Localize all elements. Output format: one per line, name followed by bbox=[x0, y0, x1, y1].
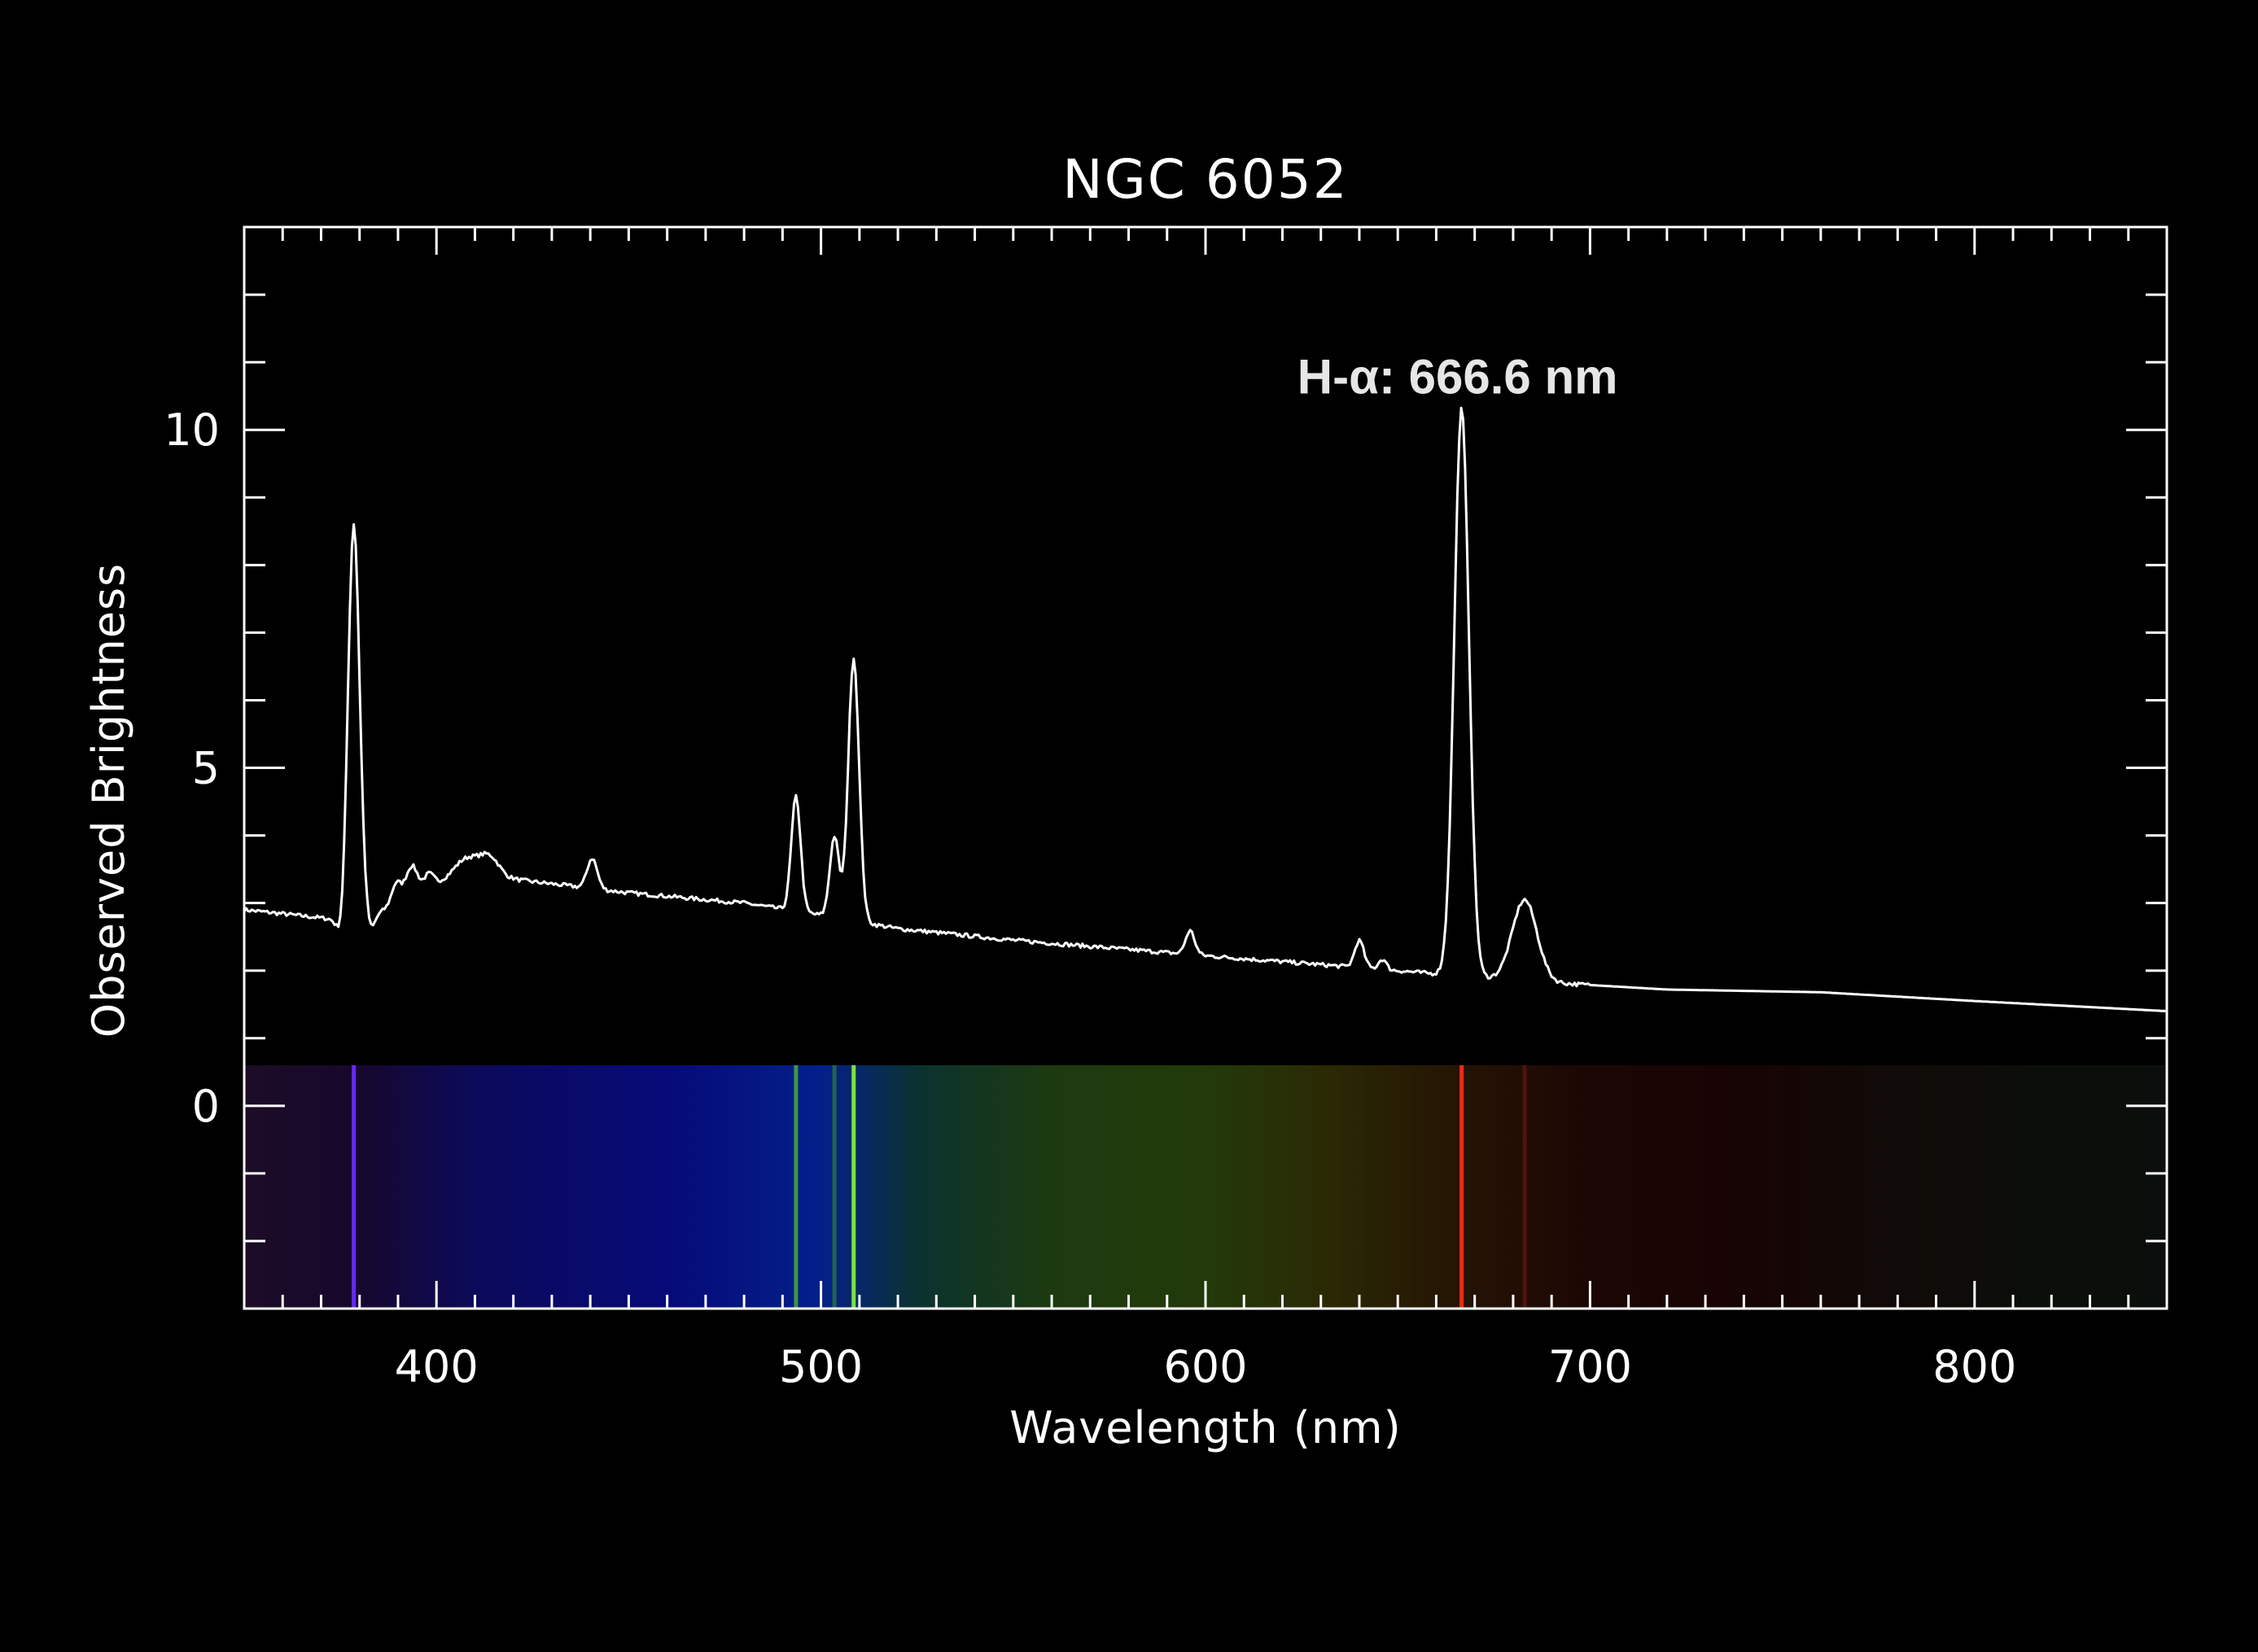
y-tick-label-2: 10 bbox=[164, 404, 220, 456]
axis-ticks bbox=[243, 225, 2168, 1310]
spectrum-gradient-band bbox=[244, 1064, 2167, 1309]
y-axis-label: Observed Brightness bbox=[83, 563, 134, 1038]
h-alpha-annotation: H-α: 666.6 nm bbox=[1297, 349, 1618, 404]
spectrum-line-layer bbox=[244, 406, 2167, 1012]
x-tick-label-4: 800 bbox=[1932, 1341, 2016, 1392]
x-tick-label-2: 600 bbox=[1163, 1341, 1247, 1392]
y-tick-label-0: 0 bbox=[192, 1081, 220, 1132]
x-tick-label-1: 500 bbox=[779, 1341, 863, 1392]
x-tick-label-3: 700 bbox=[1548, 1341, 1632, 1392]
strip-emission-line-1 bbox=[794, 1064, 799, 1309]
x-axis-label: Wavelength (nm) bbox=[1009, 1402, 1401, 1453]
x-tick-label-0: 400 bbox=[395, 1341, 479, 1392]
strip-emission-line-5 bbox=[1522, 1064, 1527, 1309]
tick-labels: 400 500 600 700 800 0 5 10 bbox=[164, 404, 2016, 1392]
spectrum-line bbox=[244, 406, 2167, 1012]
strip-emission-line-2 bbox=[832, 1064, 837, 1309]
y-tick-label-1: 5 bbox=[192, 743, 220, 794]
strip-emission-line-3 bbox=[851, 1064, 856, 1309]
strip-emission-line-4 bbox=[1459, 1064, 1464, 1309]
chart-title: NGC 6052 bbox=[1062, 148, 1349, 211]
strip-emission-line-0 bbox=[352, 1064, 357, 1309]
color-spectrum-strip bbox=[244, 1064, 2167, 1309]
